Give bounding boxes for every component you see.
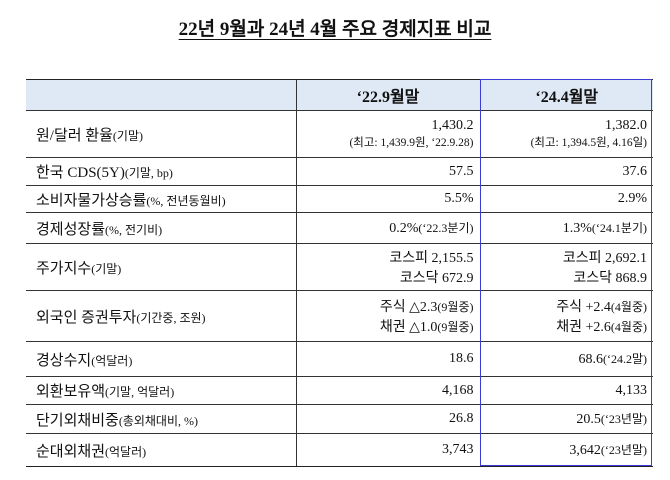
page-title: 22년 9월과 24년 4월 주요 경제지표 비교 xyxy=(178,19,492,40)
row-label: 경상수지(억달러) xyxy=(26,341,296,377)
table-row: 경상수지(억달러) 18.6 68.6(‘24.2말) xyxy=(26,341,653,377)
row-label: 외국인 증권투자(기간중, 조원) xyxy=(26,290,296,342)
row-label: 한국 CDS(5Y)(기말, bp) xyxy=(26,157,296,186)
cell-2024: 68.6(‘24.2말) xyxy=(479,341,653,377)
cell-2022: 코스피 2,155.5 코스닥 672.9 xyxy=(295,243,480,291)
cell-2022: 57.5 xyxy=(295,157,480,186)
table-row: 외국인 증권투자(기간중, 조원) 주식 △2.3(9월중) 채권 △1.0(9월… xyxy=(26,290,653,342)
cell-2024: 3,642(‘23년말) xyxy=(479,433,653,467)
row-label: 외환보유액(기말, 억달러) xyxy=(26,376,296,405)
cell-2024: 1,382.0 (최고: 1,394.5원, 4.16일) xyxy=(479,110,653,158)
row-label: 소비자물가상승률(%, 전년동월비) xyxy=(26,185,296,213)
table-header-row: ‘22.9월말 ‘24.4월말 xyxy=(26,79,653,111)
row-label: 원/달러 환율(기말) xyxy=(26,110,296,158)
cell-2022: 1,430.2 (최고: 1,439.9원, ‘22.9.28) xyxy=(295,110,480,158)
header-col-2024: ‘24.4월말 xyxy=(479,79,653,111)
cell-2022: 5.5% xyxy=(295,185,480,213)
cell-2024: 코스피 2,692.1 코스닥 868.9 xyxy=(479,243,653,291)
cell-2024: 20.5(‘23년말) xyxy=(479,404,653,434)
row-label: 주가지수(기말) xyxy=(26,243,296,291)
row-label: 순대외채권(억달러) xyxy=(26,433,296,467)
table-row: 원/달러 환율(기말) 1,430.2 (최고: 1,439.9원, ‘22.9.… xyxy=(26,110,653,158)
row-label: 단기외채비중(총외채대비, %) xyxy=(26,404,296,434)
table-row: 한국 CDS(5Y)(기말, bp) 57.5 37.6 xyxy=(26,157,653,186)
table-row: 단기외채비중(총외채대비, %) 26.8 20.5(‘23년말) xyxy=(26,404,653,434)
header-col-2022: ‘22.9월말 xyxy=(295,79,480,111)
table-row: 소비자물가상승률(%, 전년동월비) 5.5% 2.9% xyxy=(26,185,653,213)
cell-2024: 37.6 xyxy=(479,157,653,186)
cell-2022: 3,743 xyxy=(295,433,480,467)
cell-2022: 26.8 xyxy=(295,404,480,434)
row-label: 경제성장률(%, 전기비) xyxy=(26,212,296,244)
table-row: 외환보유액(기말, 억달러) 4,168 4,133 xyxy=(26,376,653,405)
cell-2024: 1.3%(‘24.1분기) xyxy=(479,212,653,244)
table-row: 순대외채권(억달러) 3,743 3,642(‘23년말) xyxy=(26,433,653,467)
cell-2024: 주식 +2.4(4월중) 채권 +2.6(4월중) xyxy=(479,290,653,342)
cell-2022: 0.2%(‘22.3분기) xyxy=(295,212,480,244)
table-row: 주가지수(기말) 코스피 2,155.5 코스닥 672.9 코스피 2,692.… xyxy=(26,243,653,291)
cell-2022: 4,168 xyxy=(295,376,480,405)
table-row: 경제성장률(%, 전기비) 0.2%(‘22.3분기) 1.3%(‘24.1분기… xyxy=(26,212,653,244)
cell-2024: 4,133 xyxy=(479,376,653,405)
cell-2024: 2.9% xyxy=(479,185,653,213)
indicator-table: ‘22.9월말 ‘24.4월말 원/달러 환율(기말) 1,430.2 (최고: … xyxy=(26,79,653,467)
header-blank xyxy=(26,79,296,111)
cell-2022: 18.6 xyxy=(295,341,480,377)
cell-2022: 주식 △2.3(9월중) 채권 △1.0(9월중) xyxy=(295,290,480,342)
